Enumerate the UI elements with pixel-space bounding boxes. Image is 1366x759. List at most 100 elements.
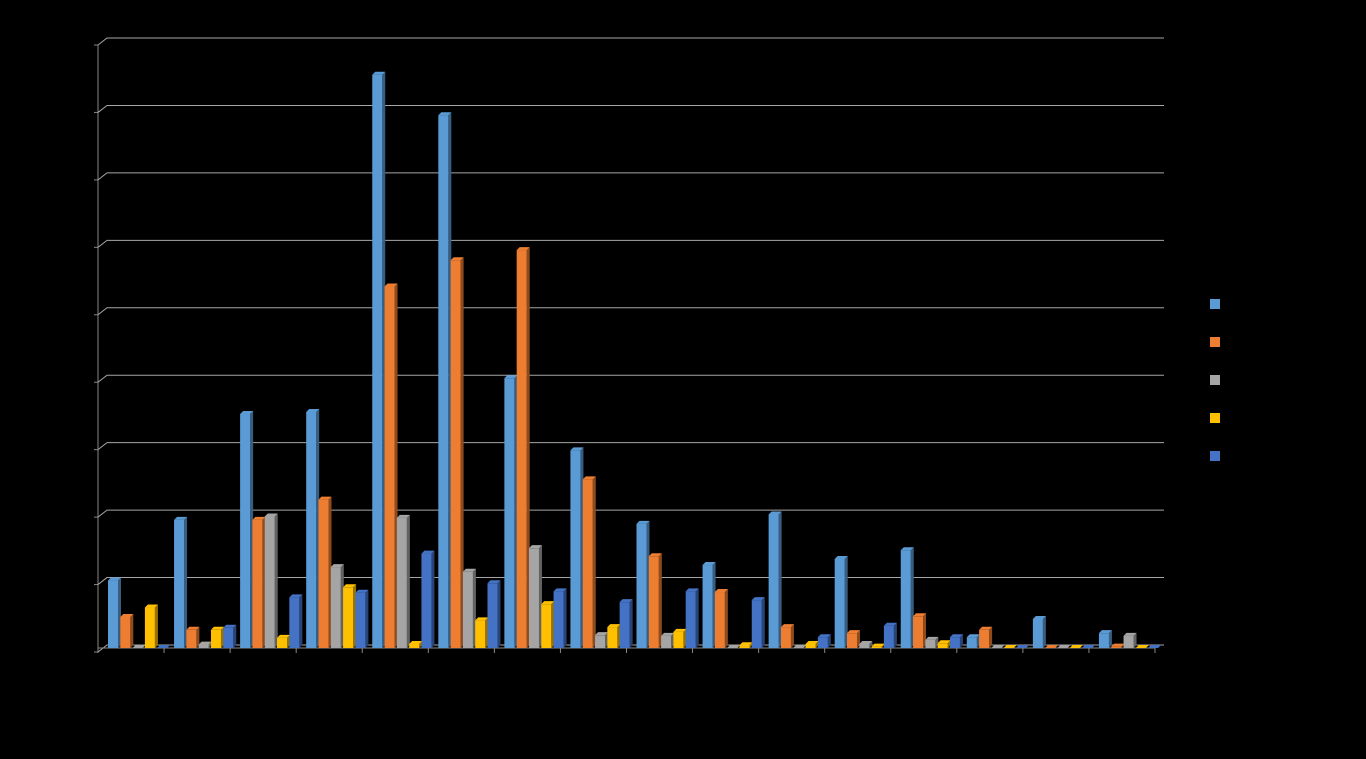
bar-top [793,645,807,648]
bar [277,637,288,648]
bar [252,519,263,648]
bar-side [869,640,873,648]
bar-top [673,628,687,632]
bar-side [947,640,951,648]
bar-top [450,257,464,261]
bar-top [157,645,171,648]
bar-top [913,613,927,617]
bar-top [318,496,332,500]
bar-top [739,642,753,646]
bar-top [834,555,848,559]
bar-top [120,613,134,617]
bar-top [979,626,993,630]
bar [925,639,936,648]
bar-top [306,408,320,412]
bar [834,558,845,648]
bar-top [966,634,980,638]
bar-top [541,601,555,605]
bar-top [1057,645,1071,648]
bar-top [462,568,476,572]
bar-top [504,375,518,379]
bar-top [384,283,398,287]
bar [487,583,498,648]
bar-side [497,580,501,648]
bar-side [761,597,765,648]
bar [979,629,990,648]
bar-side [551,601,555,648]
bar-top [438,112,452,116]
bar [355,592,366,648]
bar-side [935,636,939,648]
bar-top [252,516,266,520]
bar-top [1003,645,1017,648]
bar [619,602,630,648]
bar-top [636,520,650,524]
bar [240,413,251,648]
bar-side [538,545,542,648]
bar [1111,646,1122,648]
bar-top [780,624,794,628]
bar-side [382,71,386,648]
bar-top [108,577,121,581]
bar-top [174,516,188,520]
bar [648,556,659,648]
bar-top [475,617,489,621]
bar-side [1042,615,1046,648]
bar-top [607,624,621,628]
bar-side [910,547,914,648]
bar [186,629,197,648]
bar-top [595,632,609,636]
bar [462,571,473,648]
bar-top [1016,645,1030,648]
bar-top [1123,632,1137,636]
bar-top [859,640,873,644]
bar [805,643,816,648]
bar [210,629,221,648]
bar-side [959,634,963,648]
bar-top [702,562,716,566]
bar-side [827,634,831,648]
bar-side [299,594,303,648]
bar-top [396,514,410,518]
bar [949,637,960,648]
bar-top [570,447,584,451]
bar [541,604,552,648]
bar-side [580,447,584,648]
grid-line [97,307,1164,316]
bar-side [316,408,320,648]
bar-top [991,645,1005,648]
bar [817,637,828,648]
bar-top [553,588,567,592]
bar-side [778,511,782,648]
bar-top [144,604,158,608]
bar-top [817,634,831,638]
bar [739,645,750,648]
bar-top [421,550,435,554]
bar-top [355,589,369,593]
bar-top [685,588,699,592]
bar-side [695,588,699,648]
bar [1123,635,1134,648]
bar [198,644,209,648]
bar-top [714,589,728,593]
bar [504,378,515,648]
legend-swatch [1210,451,1220,461]
bar-top [900,547,914,551]
bar-top [648,553,662,557]
bar-top [198,641,212,645]
bar-side [629,599,633,648]
bar [570,450,581,648]
bar-side [118,577,121,648]
bar [516,250,527,649]
bar-side [563,588,567,648]
bar [607,627,618,648]
bar [673,631,684,648]
bar-side [881,643,885,648]
bar [900,550,911,648]
bar [120,616,131,648]
bar-side [1133,632,1137,648]
bar [396,517,407,648]
bar-top [223,624,237,628]
bar-side [683,628,687,648]
bar-side [790,624,794,648]
